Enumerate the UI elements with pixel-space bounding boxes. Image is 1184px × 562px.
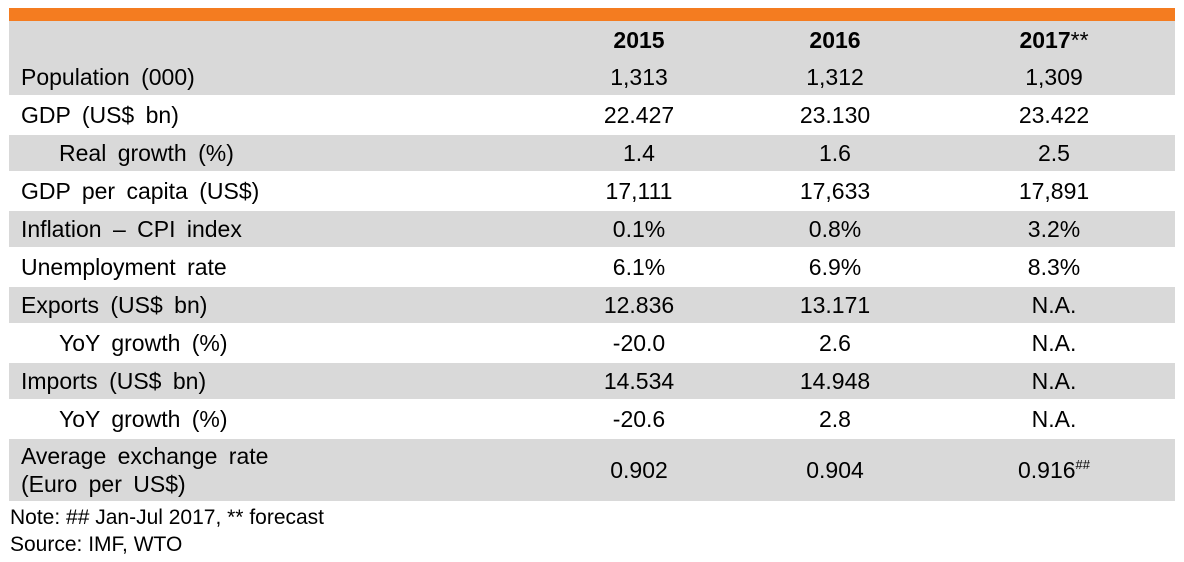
row-label: Unemployment rate (9, 248, 541, 287)
cell-2017: 8.3% (933, 248, 1175, 287)
cell-2015: 22.427 (541, 96, 737, 135)
cell-2017: N.A. (933, 400, 1175, 439)
cell-2015: 1.4 (541, 134, 737, 173)
cell-2015: -20.0 (541, 324, 737, 363)
table-row-exports-growth: YoY growth (%) -20.0 2.6 N.A. (9, 324, 1175, 363)
cell-2017-value: 0.916 (1017, 456, 1076, 483)
header-row: 2015 2016 2017** (9, 21, 1175, 59)
cell-2016: 17,633 (737, 172, 933, 211)
cell-2017: 23.422 (933, 96, 1175, 135)
cell-2016: 1,312 (737, 59, 933, 97)
header-cell-2015: 2015 (541, 21, 737, 59)
economic-indicators-table: 2015 2016 2017** Population (000) 1,313 … (9, 21, 1175, 503)
header-year-2017: 2017 (1019, 26, 1071, 53)
cell-2015: 17,111 (541, 172, 737, 211)
table-row-imports: Imports (US$ bn) 14.534 14.948 N.A. (9, 362, 1175, 401)
cell-2016: 2.8 (737, 400, 933, 439)
orange-top-bar (9, 8, 1175, 21)
cell-2016: 6.9% (737, 248, 933, 287)
cell-2017: 1,309 (933, 59, 1175, 97)
table-row-population: Population (000) 1,313 1,312 1,309 (9, 59, 1175, 97)
row-label: Inflation – CPI index (9, 210, 541, 249)
row-label: YoY growth (%) (9, 400, 541, 439)
jan-jul-marker: ## (1075, 456, 1091, 472)
cell-2015: -20.6 (541, 400, 737, 439)
cell-2017: 3.2% (933, 210, 1175, 249)
cell-2016: 1.6 (737, 134, 933, 173)
table-row-real-growth: Real growth (%) 1.4 1.6 2.5 (9, 134, 1175, 173)
header-cell-2017: 2017** (933, 21, 1175, 59)
table-row-gdp: GDP (US$ bn) 22.427 23.130 23.422 (9, 96, 1175, 135)
cell-2015: 0.1% (541, 210, 737, 249)
row-label: YoY growth (%) (9, 324, 541, 363)
cell-2017: 17,891 (933, 172, 1175, 211)
cell-2015: 1,313 (541, 59, 737, 97)
forecast-marker: ** (1070, 26, 1089, 53)
table-row-gdp-per-capita: GDP per capita (US$) 17,111 17,633 17,89… (9, 172, 1175, 211)
cell-2017: 0.916## (933, 438, 1175, 503)
header-cell-2016: 2016 (737, 21, 933, 59)
row-label-line1: Average exchange rate (21, 443, 269, 469)
row-label: Imports (US$ bn) (9, 362, 541, 401)
cell-2015: 6.1% (541, 248, 737, 287)
table-row-exchange-rate: Average exchange rate (Euro per US$) 0.90… (9, 438, 1175, 503)
header-cell-label (9, 21, 541, 59)
row-label: Exports (US$ bn) (9, 286, 541, 325)
cell-2017: N.A. (933, 362, 1175, 401)
cell-2016: 23.130 (737, 96, 933, 135)
row-label: Population (000) (9, 59, 541, 97)
cell-2016: 0.8% (737, 210, 933, 249)
table-notes: Note: ## Jan-Jul 2017, ** forecast Sourc… (10, 504, 324, 558)
cell-2016: 14.948 (737, 362, 933, 401)
note-text: Note: ## Jan-Jul 2017, ** forecast (10, 506, 325, 529)
source-text: Source: IMF, WTO (10, 533, 183, 556)
cell-2016: 0.904 (737, 438, 933, 503)
table-row-inflation: Inflation – CPI index 0.1% 0.8% 3.2% (9, 210, 1175, 249)
row-label: GDP (US$ bn) (9, 96, 541, 135)
row-label-line2: (Euro per US$) (21, 471, 186, 497)
table-row-unemployment: Unemployment rate 6.1% 6.9% 8.3% (9, 248, 1175, 287)
cell-2017: 2.5 (933, 134, 1175, 173)
cell-2016: 2.6 (737, 324, 933, 363)
cell-2015: 0.902 (541, 438, 737, 503)
row-label: GDP per capita (US$) (9, 172, 541, 211)
row-label: Real growth (%) (9, 134, 541, 173)
economic-indicators-table-wrapper: 2015 2016 2017** Population (000) 1,313 … (9, 8, 1175, 503)
table-row-imports-growth: YoY growth (%) -20.6 2.8 N.A. (9, 400, 1175, 439)
cell-2016: 13.171 (737, 286, 933, 325)
cell-2017: N.A. (933, 286, 1175, 325)
row-label: Average exchange rate (Euro per US$) (9, 438, 541, 503)
cell-2015: 12.836 (541, 286, 737, 325)
cell-2017: N.A. (933, 324, 1175, 363)
table-row-exports: Exports (US$ bn) 12.836 13.171 N.A. (9, 286, 1175, 325)
cell-2015: 14.534 (541, 362, 737, 401)
